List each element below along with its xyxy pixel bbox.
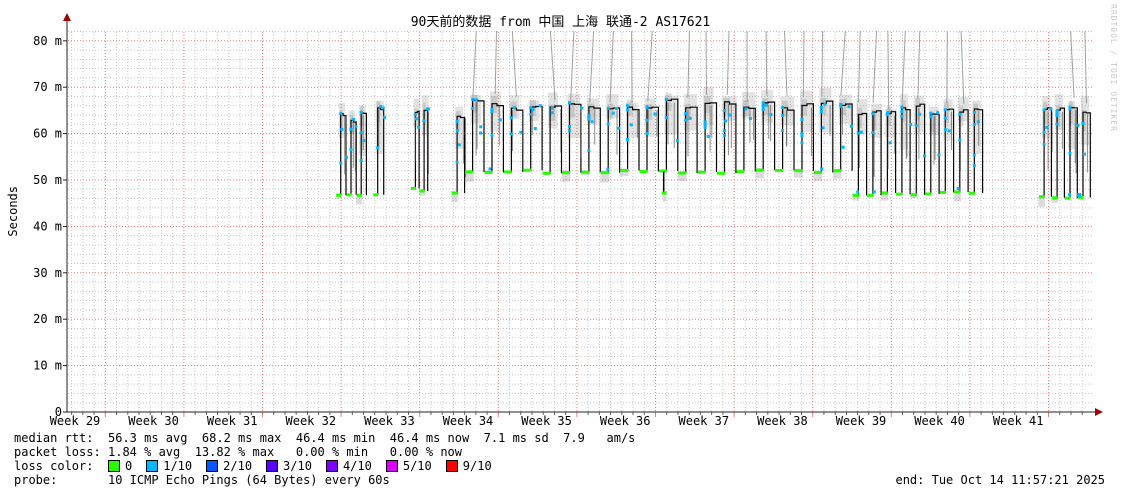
probe-label: probe: xyxy=(14,473,58,487)
svg-text:30 m: 30 m xyxy=(33,266,62,280)
max-spike-lines xyxy=(472,30,1087,110)
median-rtt-values: 56.3 ms avg 68.2 ms max 46.4 ms min 46.4… xyxy=(108,431,636,445)
legend-median-rtt: median rtt: 56.3 ms avg 68.2 ms max 46.4 … xyxy=(14,431,635,445)
loss-swatch xyxy=(385,460,398,472)
svg-text:Week 36: Week 36 xyxy=(600,414,651,428)
svg-text:50 m: 50 m xyxy=(33,173,62,187)
svg-text:Week 32: Week 32 xyxy=(286,414,337,428)
svg-text:Week 35: Week 35 xyxy=(521,414,572,428)
legend-probe: probe: 10 ICMP Echo Pings (64 Bytes) ever… xyxy=(14,473,390,487)
loss-swatch-label: 0 xyxy=(125,459,133,473)
loss-swatch xyxy=(266,460,279,472)
loss-swatch-label: 9/10 xyxy=(462,459,492,473)
svg-text:Week 30: Week 30 xyxy=(128,414,179,428)
packet-loss-values: 1.84 % avg 13.82 % max 0.00 % min 0.00 %… xyxy=(108,445,463,459)
svg-text:Week 38: Week 38 xyxy=(757,414,808,428)
loss-swatch-label: 1/10 xyxy=(163,459,193,473)
svg-text:10 m: 10 m xyxy=(33,359,62,373)
loss-color-label: loss color: xyxy=(14,459,94,473)
svg-text:60 m: 60 m xyxy=(33,127,62,141)
loss-color-item-1-10: 1/10 xyxy=(146,459,192,473)
loss-swatch-label: 5/10 xyxy=(402,459,432,473)
svg-text:20 m: 20 m xyxy=(33,312,62,326)
loss-swatch xyxy=(108,460,120,472)
svg-text:Week 34: Week 34 xyxy=(443,414,494,428)
loss-color-item-0: 0 xyxy=(108,459,132,473)
probe-value: 10 ICMP Echo Pings (64 Bytes) every 60s xyxy=(108,473,390,487)
loss-swatch-label: 2/10 xyxy=(223,459,253,473)
rrdtool-watermark: RRDTOOL / TOBI OETIKER xyxy=(1109,4,1118,132)
axes xyxy=(63,13,1103,417)
loss-color-item-9-10: 9/10 xyxy=(445,459,492,473)
loss-color-item-4-10: 4/10 xyxy=(325,459,372,473)
svg-text:Week 37: Week 37 xyxy=(679,414,730,428)
svg-text:Week 41: Week 41 xyxy=(993,414,1044,428)
loss-color-item-3-10: 3/10 xyxy=(266,459,312,473)
svg-text:Week 40: Week 40 xyxy=(914,414,965,428)
loss-swatch-label: 3/10 xyxy=(283,459,312,473)
packet-loss-label: packet loss: xyxy=(14,445,101,459)
loss-swatch-label: 4/10 xyxy=(342,459,372,473)
latency-series xyxy=(335,87,1091,207)
svg-text:Week 33: Week 33 xyxy=(364,414,415,428)
loss-swatch xyxy=(445,460,458,472)
loss-swatch xyxy=(206,460,219,472)
svg-text:Week 39: Week 39 xyxy=(836,414,887,428)
svg-text:40 m: 40 m xyxy=(33,219,62,233)
svg-text:80 m: 80 m xyxy=(33,34,62,48)
loss-swatch xyxy=(146,460,159,472)
chart-title: 90天前的数据 from 中国 上海 联通-2 AS17621 xyxy=(410,15,711,30)
loss-swatch xyxy=(325,460,338,472)
loss-color-items: 0 1/10 2/10 3/10 4/10 5/10 9/10 xyxy=(108,459,492,473)
axis-labels: 0 10 m 20 m 30 m 40 m 50 m 60 m 70 m 80 m Week 29… xyxy=(33,34,1043,428)
grid xyxy=(68,31,1093,413)
loss-color-item-2-10: 2/10 xyxy=(206,459,252,473)
svg-text:0: 0 xyxy=(55,405,62,419)
median-rtt-label: median rtt: xyxy=(14,431,94,445)
loss-color-item-5-10: 5/10 xyxy=(385,459,432,473)
svg-text:Week 31: Week 31 xyxy=(207,414,258,428)
end-timestamp: end: Tue Oct 14 11:57:21 2025 xyxy=(895,473,1105,487)
svg-text:Week 29: Week 29 xyxy=(50,414,101,428)
legend-packet-loss: packet loss: 1.84 % avg 13.82 % max 0.00 … xyxy=(14,445,462,459)
svg-text:70 m: 70 m xyxy=(33,80,62,94)
legend-loss-color: loss color: 0 1/10 2/10 3/10 4/10 5/10 9/10 xyxy=(14,459,492,473)
